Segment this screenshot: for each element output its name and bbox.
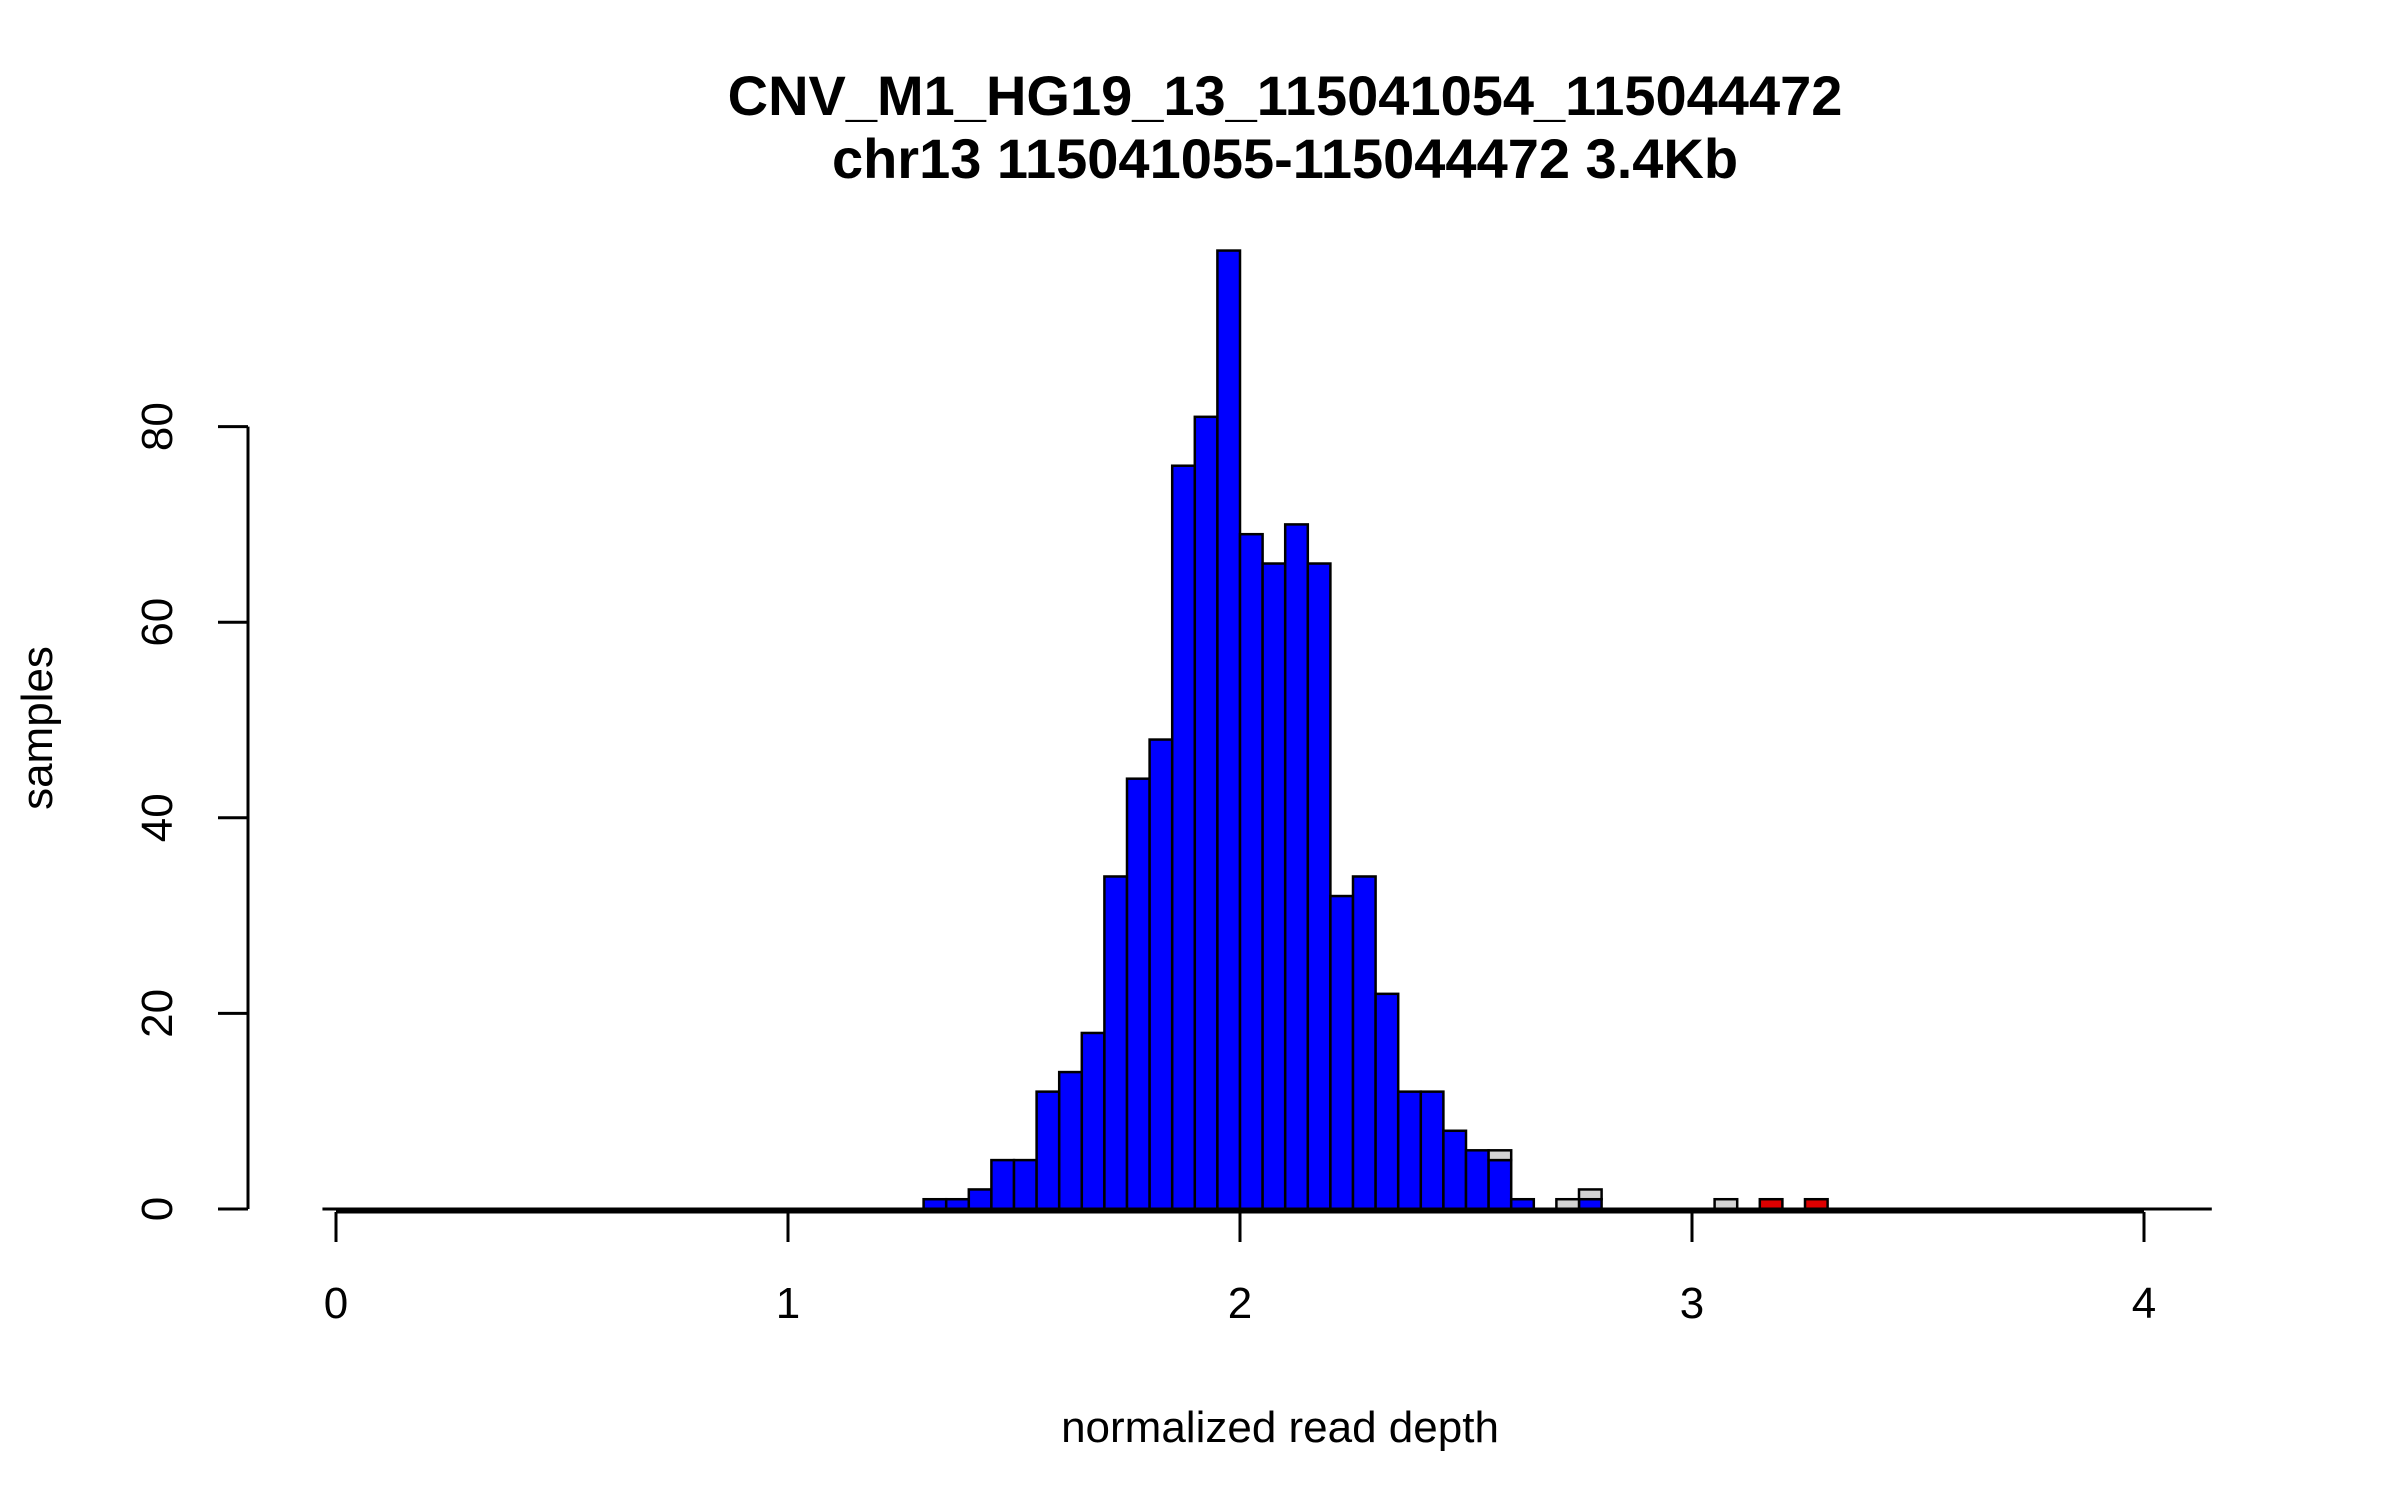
bar-blue-2.25 [1351, 875, 1377, 1211]
bar-blue-1.60 [1057, 1070, 1084, 1211]
bar-blue-2.10 [1283, 523, 1310, 1211]
bar-blue-1.55 [1035, 1090, 1061, 1211]
bar-blue-1.95 [1216, 249, 1242, 1211]
bar-blue-1.80 [1148, 738, 1174, 1211]
y-tick-label: 20 [133, 989, 182, 1038]
bar-blue-2.05 [1261, 562, 1287, 1211]
bar-blue-2.20 [1329, 894, 1355, 1211]
bars-group [922, 249, 1829, 1211]
x-axis-title: normalized read depth [1061, 1403, 1499, 1452]
y-axis: 0 20 40 60 80 [133, 402, 250, 1221]
x-axis: 0 1 2 3 4 [324, 1210, 2156, 1328]
chart-subtitle: chr13 115041055-115044472 3.4Kb [832, 127, 1738, 190]
bar-blue-1.50 [1012, 1158, 1038, 1211]
bar-blue-2.00 [1238, 532, 1264, 1211]
y-tick-label: 40 [133, 793, 182, 842]
bar-blue-2.55 [1487, 1158, 1513, 1211]
x-tick-label: 2 [1228, 1279, 1252, 1328]
y-tick-label: 0 [133, 1197, 182, 1221]
x-tick-label: 0 [324, 1279, 348, 1328]
bar-blue-2.30 [1374, 992, 1400, 1211]
bar-blue-1.45 [990, 1158, 1016, 1211]
bar-blue-2.35 [1396, 1090, 1423, 1211]
y-tick-label: 80 [133, 402, 182, 451]
bar-blue-2.50 [1464, 1149, 1490, 1211]
x-tick-label: 4 [2132, 1279, 2156, 1328]
bar-blue-2.15 [1306, 562, 1332, 1211]
bar-blue-1.90 [1193, 415, 1219, 1211]
bar-blue-2.40 [1419, 1090, 1445, 1211]
bar-blue-2.45 [1442, 1129, 1468, 1211]
bar-gray-2.55 [1487, 1149, 1513, 1162]
bar-gray-2.75 [1577, 1188, 1603, 1201]
bar-blue-1.65 [1080, 1031, 1106, 1211]
y-tick-label: 60 [133, 598, 182, 647]
y-axis-title: samples [13, 646, 62, 810]
bar-blue-1.40 [967, 1188, 993, 1211]
x-tick-label: 1 [776, 1279, 800, 1328]
bar-blue-1.85 [1170, 464, 1197, 1211]
chart-title: CNV_M1_HG19_13_115041054_115044472 [728, 64, 1843, 127]
bar-blue-1.75 [1125, 777, 1151, 1211]
x-tick-label: 3 [1680, 1279, 1704, 1328]
bar-blue-1.70 [1103, 875, 1129, 1211]
